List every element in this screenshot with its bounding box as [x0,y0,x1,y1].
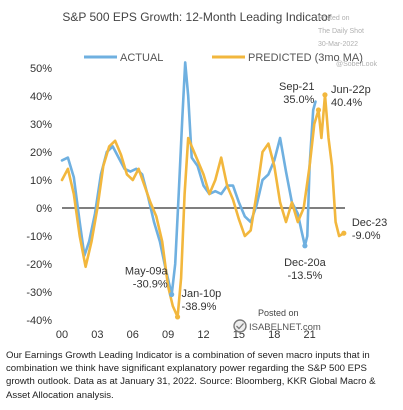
watermark-line: Posted on [318,15,350,22]
eps-growth-chart: S&P 500 EPS Growth: 12-Month Leading Ind… [26,10,387,341]
isabelnet-logo-icon [233,319,247,333]
annotation-point [315,107,322,113]
series-lines [60,61,346,319]
isabelnet-label: ISABELNET.com [249,322,321,333]
y-tick-label: -40% [26,315,52,327]
annotation-value: -13.5% [287,270,322,282]
x-tick-label: 00 [56,329,68,341]
y-tick-label: 0% [36,203,52,215]
annotation-label: May-09a [125,266,169,278]
watermark-line: @SoberLook [336,61,377,68]
watermark-line: The Daily Shot [318,28,364,35]
y-tick-label: -10% [26,231,52,243]
annotation-value: -30.9% [133,279,168,291]
annotation-label: Dec-23 [352,217,387,229]
annotation-point [174,314,181,320]
legend-label-actual: ACTUAL [120,52,163,64]
x-tick-label: 12 [197,329,209,341]
x-tick-label: 21 [304,329,316,341]
chart-title: S&P 500 EPS Growth: 12-Month Leading Ind… [62,10,331,24]
x-tick-label: 03 [91,329,103,341]
x-tick-label: 06 [127,329,139,341]
y-tick-label: 10% [30,175,52,187]
x-tick-label: 18 [268,329,280,341]
annotation-value: 40.4% [331,97,362,109]
y-tick-label: 30% [30,119,52,131]
annotation-label: Jun-22p [331,84,371,96]
caption: Our Earnings Growth Leading Indicator is… [6,350,376,401]
predicted-series-line [60,93,346,319]
annotation-label: Jan-10p [182,288,222,300]
annotation-point [341,230,347,236]
watermark: Posted on The Daily Shot 30-Mar-2022 @So… [318,15,377,68]
y-tick-label: -30% [26,287,52,299]
isabelnet-logo-mark [236,323,244,330]
y-tick-label: -20% [26,259,52,271]
y-tick-label: 50% [30,63,52,75]
annotation-value: -38.9% [182,301,217,313]
annotation-label: Dec-20a [284,257,326,269]
legend-label-predicted: PREDICTED (3mo MA) [248,52,363,64]
isabelnet-badge: Posted on ISABELNET.com [233,308,321,333]
y-axis-ticks: 50% 40% 30% 20% 10% 0% -10% -20% -30% -40% [26,63,52,327]
x-tick-label: 09 [162,329,174,341]
legend: ACTUAL PREDICTED (3mo MA) [84,52,363,64]
watermark-line: 30-Mar-2022 [318,41,358,48]
annotation-value: -9.0% [352,230,381,242]
annotation-value: 35.0% [283,94,314,106]
posted-on-label: Posted on [258,308,299,318]
y-tick-label: 20% [30,147,52,159]
annotation-point [302,243,308,249]
annotation-point [322,92,328,98]
annotation-point [169,291,175,298]
annotation-label: Sep-21 [279,81,314,93]
y-tick-label: 40% [30,91,52,103]
